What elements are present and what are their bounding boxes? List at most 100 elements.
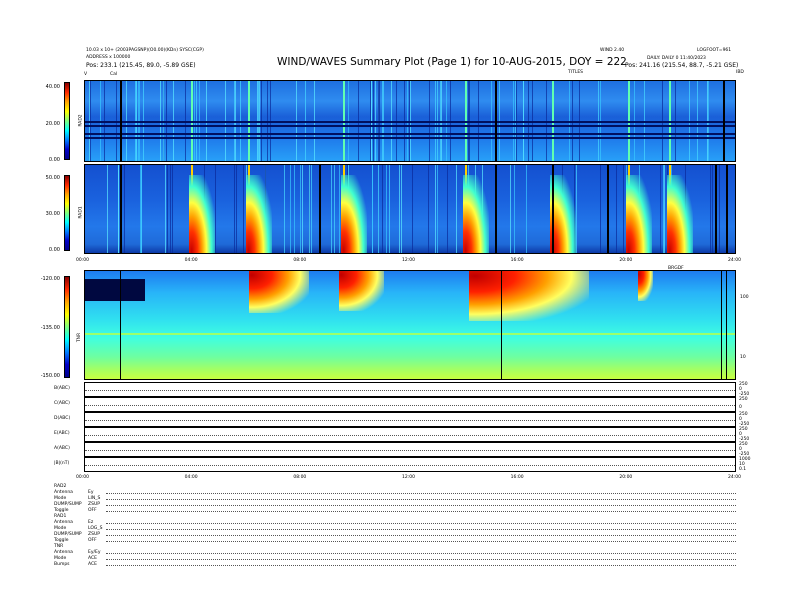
marker-titles: TITLES — [568, 70, 584, 75]
rad1-streak — [386, 165, 387, 253]
rad1-streak — [616, 165, 617, 253]
legend-dots — [106, 523, 736, 525]
rad1-burst — [188, 175, 215, 253]
rad2-gap-line — [495, 81, 498, 161]
header-version: WIND 2.40 — [600, 48, 625, 53]
rad2-band — [85, 133, 735, 135]
tnr-right-tick-100: 100 — [740, 295, 749, 300]
rad1-spectrogram — [84, 164, 736, 254]
rad1-streak — [710, 165, 711, 253]
legend-value: ZSUP — [88, 532, 100, 537]
trace-tick: 10 — [739, 462, 745, 467]
rad1-streak — [302, 165, 303, 253]
time-tick-label: 16:00 — [510, 258, 524, 263]
rad1-tick-bottom: 0.00 — [48, 247, 60, 253]
rad1-colorbar — [64, 175, 70, 251]
rad1-gap-line — [606, 165, 609, 253]
rad1-gap-line — [726, 165, 729, 253]
header-daily: DAILY: DAILY 0 11:40/2023 — [647, 56, 706, 61]
rad1-streak — [378, 165, 379, 253]
trace-tick: 250 — [739, 382, 748, 387]
legend-key: Toggle — [54, 508, 69, 513]
rad1-streak — [600, 165, 601, 253]
trace-tick: -250 — [739, 452, 750, 457]
rad1-streak — [514, 165, 515, 253]
rad1-streak — [124, 165, 125, 253]
trace-label: C(ABC) — [54, 401, 70, 406]
header-info-1: 10.03 x 10+ (2003PAGSNP)(O0.00)(KDn) SYS… — [86, 48, 204, 53]
rad2-label: RAD2 — [78, 114, 84, 127]
trace-box — [84, 397, 736, 412]
trace-label: D(ABC) — [54, 416, 71, 421]
rad1-streak — [309, 165, 310, 253]
trace-tick: 0 — [739, 447, 742, 452]
rad1-streak — [526, 165, 527, 253]
trace-line — [85, 434, 735, 437]
tnr-right-tick-10: 10 — [740, 355, 746, 360]
tnr-burst — [637, 271, 653, 301]
tnr-gap-line — [726, 271, 728, 379]
time-tick-label: 04:00 — [184, 475, 198, 480]
rad1-burst — [246, 175, 272, 253]
marker-ibd: IBD — [736, 70, 744, 75]
rad1-streak — [294, 165, 295, 253]
time-tick-label: 00:00 — [76, 475, 89, 480]
legend-value: ACE — [88, 562, 97, 567]
trace-label: |B|(nT) — [54, 461, 70, 466]
trace-label: E(ABC) — [54, 431, 70, 436]
time-tick-label: 12:00 — [402, 475, 415, 480]
tnr-gap-line — [720, 271, 722, 379]
trace-tick: 250 — [739, 442, 748, 447]
header-pos-right: Pos: 241.16 (215.54, 88.7, -5.21 GSE) — [625, 62, 739, 69]
trace-tick: 250 — [739, 397, 748, 402]
trace-tick: 250 — [739, 412, 748, 417]
rad1-streak — [167, 165, 168, 253]
rad1-streak — [234, 165, 235, 253]
trace-label: A(ABC) — [54, 446, 70, 451]
trace-tick: -250 — [739, 422, 750, 427]
rad1-streak — [663, 165, 664, 253]
rad1-streak — [107, 165, 108, 253]
legend-key: Mode — [54, 526, 67, 531]
rad1-streak — [389, 165, 390, 253]
legend-dots — [106, 493, 736, 495]
rad1-streak — [300, 165, 301, 253]
legend-key: Mode — [54, 556, 67, 561]
tnr-tick-top: -120.00 — [40, 276, 60, 282]
legend-dots — [106, 541, 736, 543]
rad1-gap-line — [120, 165, 123, 253]
tnr-label: TNR — [77, 332, 83, 343]
trace-panels: B(ABC) 250 0 -250 C(ABC) 250 0 D(ABC) 250 0 -250 E(… — [0, 380, 792, 472]
rad2-band — [85, 137, 735, 139]
rad1-streak — [435, 165, 436, 253]
legend-dots — [106, 535, 736, 537]
rad1-streak — [334, 165, 335, 253]
tnr-plasma-line — [85, 333, 735, 335]
rad1-streak — [510, 165, 511, 253]
legend-head: RAD1 — [54, 514, 67, 519]
time-tick-label: 00:00 — [76, 258, 89, 263]
legend-value: ACE — [88, 556, 97, 561]
time-tick-label: 12:00 — [402, 258, 415, 263]
legend-dots — [106, 511, 736, 513]
legend-key: Toggle — [54, 538, 69, 543]
rad1-streak — [331, 165, 332, 253]
legend-value: Ez — [88, 520, 94, 525]
trace-tick: 0 — [739, 417, 742, 422]
rad1-streak — [141, 165, 142, 253]
bottom-time-axis: 00:00 04:00 08:00 12:00 16:00 20:00 24:00 — [76, 474, 741, 482]
rad1-tick-mid: 30.00 — [45, 211, 60, 217]
legend-value: OFF — [88, 508, 97, 513]
legend-dots — [106, 553, 736, 555]
tnr-gap-line — [120, 271, 122, 379]
rad2-band — [85, 125, 735, 127]
time-tick-label: 16:00 — [510, 475, 524, 480]
legend-key: DUMP/SUMP — [54, 532, 82, 537]
legend-head: RAD2 — [54, 484, 67, 489]
rad2-band — [85, 121, 735, 123]
rad1-streak — [664, 165, 665, 253]
rad1-streak — [399, 165, 400, 253]
rad1-burst — [341, 175, 368, 253]
time-tick-label: 04:00 — [184, 258, 198, 263]
rad1-streak — [215, 165, 216, 253]
